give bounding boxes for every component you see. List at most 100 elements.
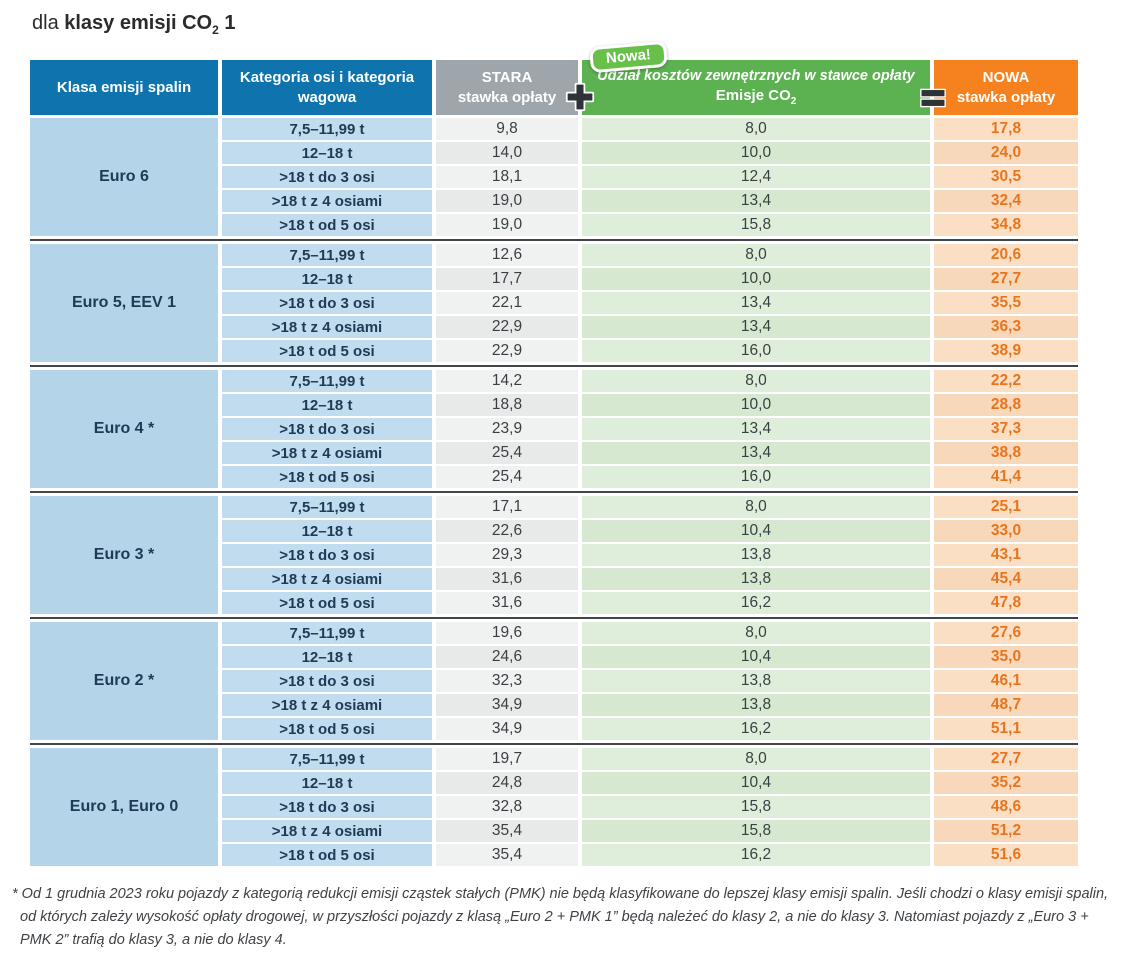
old-rate-cell: 22,9 [436,316,578,338]
co2-label: Emisje CO [715,86,791,104]
category-cell: 7,5–11,99 t [222,118,432,140]
old-rate-cell: 35,4 [436,820,578,842]
co2-share-cell: 12,4 [582,166,930,188]
footnote: * Od 1 grudnia 2023 roku pojazdy z kateg… [12,886,1109,949]
new-rate-cell: 24,0 [934,142,1078,164]
co2-share-cell: 8,0 [582,118,930,140]
co2-share-cell: 10,0 [582,268,930,290]
header-old-rate: STARA stawka opłaty [436,60,578,115]
header-emission-class: Klasa emisji spalin [30,60,218,115]
new-rate-cell: 46,1 [934,670,1078,692]
old-rate-cell: 24,8 [436,772,578,794]
old-rate-cell: 24,6 [436,646,578,668]
new-rate-cell: 47,8 [934,592,1078,614]
new-rate-cell: 51,6 [934,844,1078,866]
equals-icon [918,87,948,109]
new-rate-cell: 48,7 [934,694,1078,716]
category-cell: >18 t z 4 osiami [222,316,432,338]
category-cell: 12–18 t [222,646,432,668]
old-rate-cell: 17,7 [436,268,578,290]
title-subscript: 2 [212,23,219,37]
new-rate-cell: 48,6 [934,796,1078,818]
category-cell: 7,5–11,99 t [222,496,432,518]
header-old-rate-line2: stawka opłaty [457,88,557,106]
header-external-costs-line1: Udział kosztów zewnętrznych w stawce opł… [597,68,915,85]
header-new-rate-line2: stawka opłaty [956,88,1056,106]
category-cell: >18 t od 5 osi [222,718,432,740]
co2-share-cell: 8,0 [582,244,930,266]
old-rate-cell: 25,4 [436,466,578,488]
category-cell: >18 t od 5 osi [222,340,432,362]
old-rate-cell: 22,1 [436,292,578,314]
category-cell: 12–18 t [222,268,432,290]
category-cell: >18 t z 4 osiami [222,442,432,464]
co2-share-cell: 13,8 [582,544,930,566]
old-rate-cell: 22,9 [436,340,578,362]
category-cell: 7,5–11,99 t [222,748,432,770]
old-rate-cell: 19,0 [436,214,578,236]
old-rate-cell: 18,1 [436,166,578,188]
header-new-rate: NOWA stawka opłaty [934,60,1078,115]
new-rate-cell: 51,2 [934,820,1078,842]
old-rate-cell: 12,6 [436,244,578,266]
old-rate-cell: 32,3 [436,670,578,692]
old-rate-cell: 14,0 [436,142,578,164]
category-cell: 12–18 t [222,394,432,416]
group-label: Euro 1, Euro 0 [30,748,218,866]
old-rate-cell: 18,8 [436,394,578,416]
co2-share-cell: 16,0 [582,340,930,362]
category-cell: 12–18 t [222,772,432,794]
category-cell: >18 t od 5 osi [222,844,432,866]
co2-share-cell: 13,4 [582,292,930,314]
title-prefix: dla [32,12,65,34]
emission-class-group: Euro 1, Euro 0 7,5–11,99 t 19,7 8,0 27,7 12–1… [30,743,1078,866]
category-cell: >18 t od 5 osi [222,592,432,614]
category-cell: >18 t do 3 osi [222,796,432,818]
emission-class-group: Euro 2 * 7,5–11,99 t 19,6 8,0 27,6 12–18 t 24,… [30,617,1078,740]
old-rate-cell: 23,9 [436,418,578,440]
category-cell: 7,5–11,99 t [222,244,432,266]
co2-share-cell: 13,4 [582,442,930,464]
old-rate-cell: 19,6 [436,622,578,644]
new-rate-cell: 45,4 [934,568,1078,590]
category-cell: >18 t z 4 osiami [222,820,432,842]
new-rate-cell: 35,2 [934,772,1078,794]
co2-share-cell: 10,4 [582,520,930,542]
category-cell: 7,5–11,99 t [222,370,432,392]
old-rate-cell: 19,7 [436,748,578,770]
category-cell: >18 t do 3 osi [222,166,432,188]
old-rate-cell: 35,4 [436,844,578,866]
old-rate-cell: 32,8 [436,796,578,818]
new-rate-cell: 33,0 [934,520,1078,542]
new-rate-cell: 25,1 [934,496,1078,518]
header-external-costs-line2: Emisje CO2 [716,86,797,108]
old-rate-cell: 25,4 [436,442,578,464]
old-rate-cell: 31,6 [436,568,578,590]
emission-class-group: Euro 3 * 7,5–11,99 t 17,1 8,0 25,1 12–18 t 22,… [30,491,1078,614]
co2-share-cell: 15,8 [582,214,930,236]
header-external-costs: Udział kosztów zewnętrznych w stawce opł… [582,60,930,115]
header-new-rate-line1: NOWA [982,69,1030,86]
new-rate-cell: 20,6 [934,244,1078,266]
new-rate-cell: 38,9 [934,340,1078,362]
category-cell: >18 t do 3 osi [222,418,432,440]
category-cell: >18 t do 3 osi [222,670,432,692]
new-rate-cell: 38,8 [934,442,1078,464]
group-label: Euro 2 * [30,622,218,740]
page-title: dla klasy emisji CO2 1 [32,12,1100,37]
new-rate-cell: 35,5 [934,292,1078,314]
category-cell: 12–18 t [222,520,432,542]
title-bold: klasy emisji CO [64,12,213,34]
emission-class-group: Euro 6 7,5–11,99 t 9,8 8,0 17,8 12–18 t 14,0 10… [30,118,1078,236]
old-rate-cell: 9,8 [436,118,578,140]
co2-share-cell: 8,0 [582,622,930,644]
emission-class-group: Euro 4 * 7,5–11,99 t 14,2 8,0 22,2 12–18 t 18,… [30,365,1078,488]
header-axle-category: Kategoria osi i kategoria wagowa [222,60,432,115]
table-header: Klasa emisji spalin Kategoria osi i kate… [30,40,1078,115]
new-rate-cell: 43,1 [934,544,1078,566]
new-rate-cell: 36,3 [934,316,1078,338]
old-rate-cell: 34,9 [436,718,578,740]
category-cell: >18 t do 3 osi [222,544,432,566]
new-rate-cell: 41,4 [934,466,1078,488]
